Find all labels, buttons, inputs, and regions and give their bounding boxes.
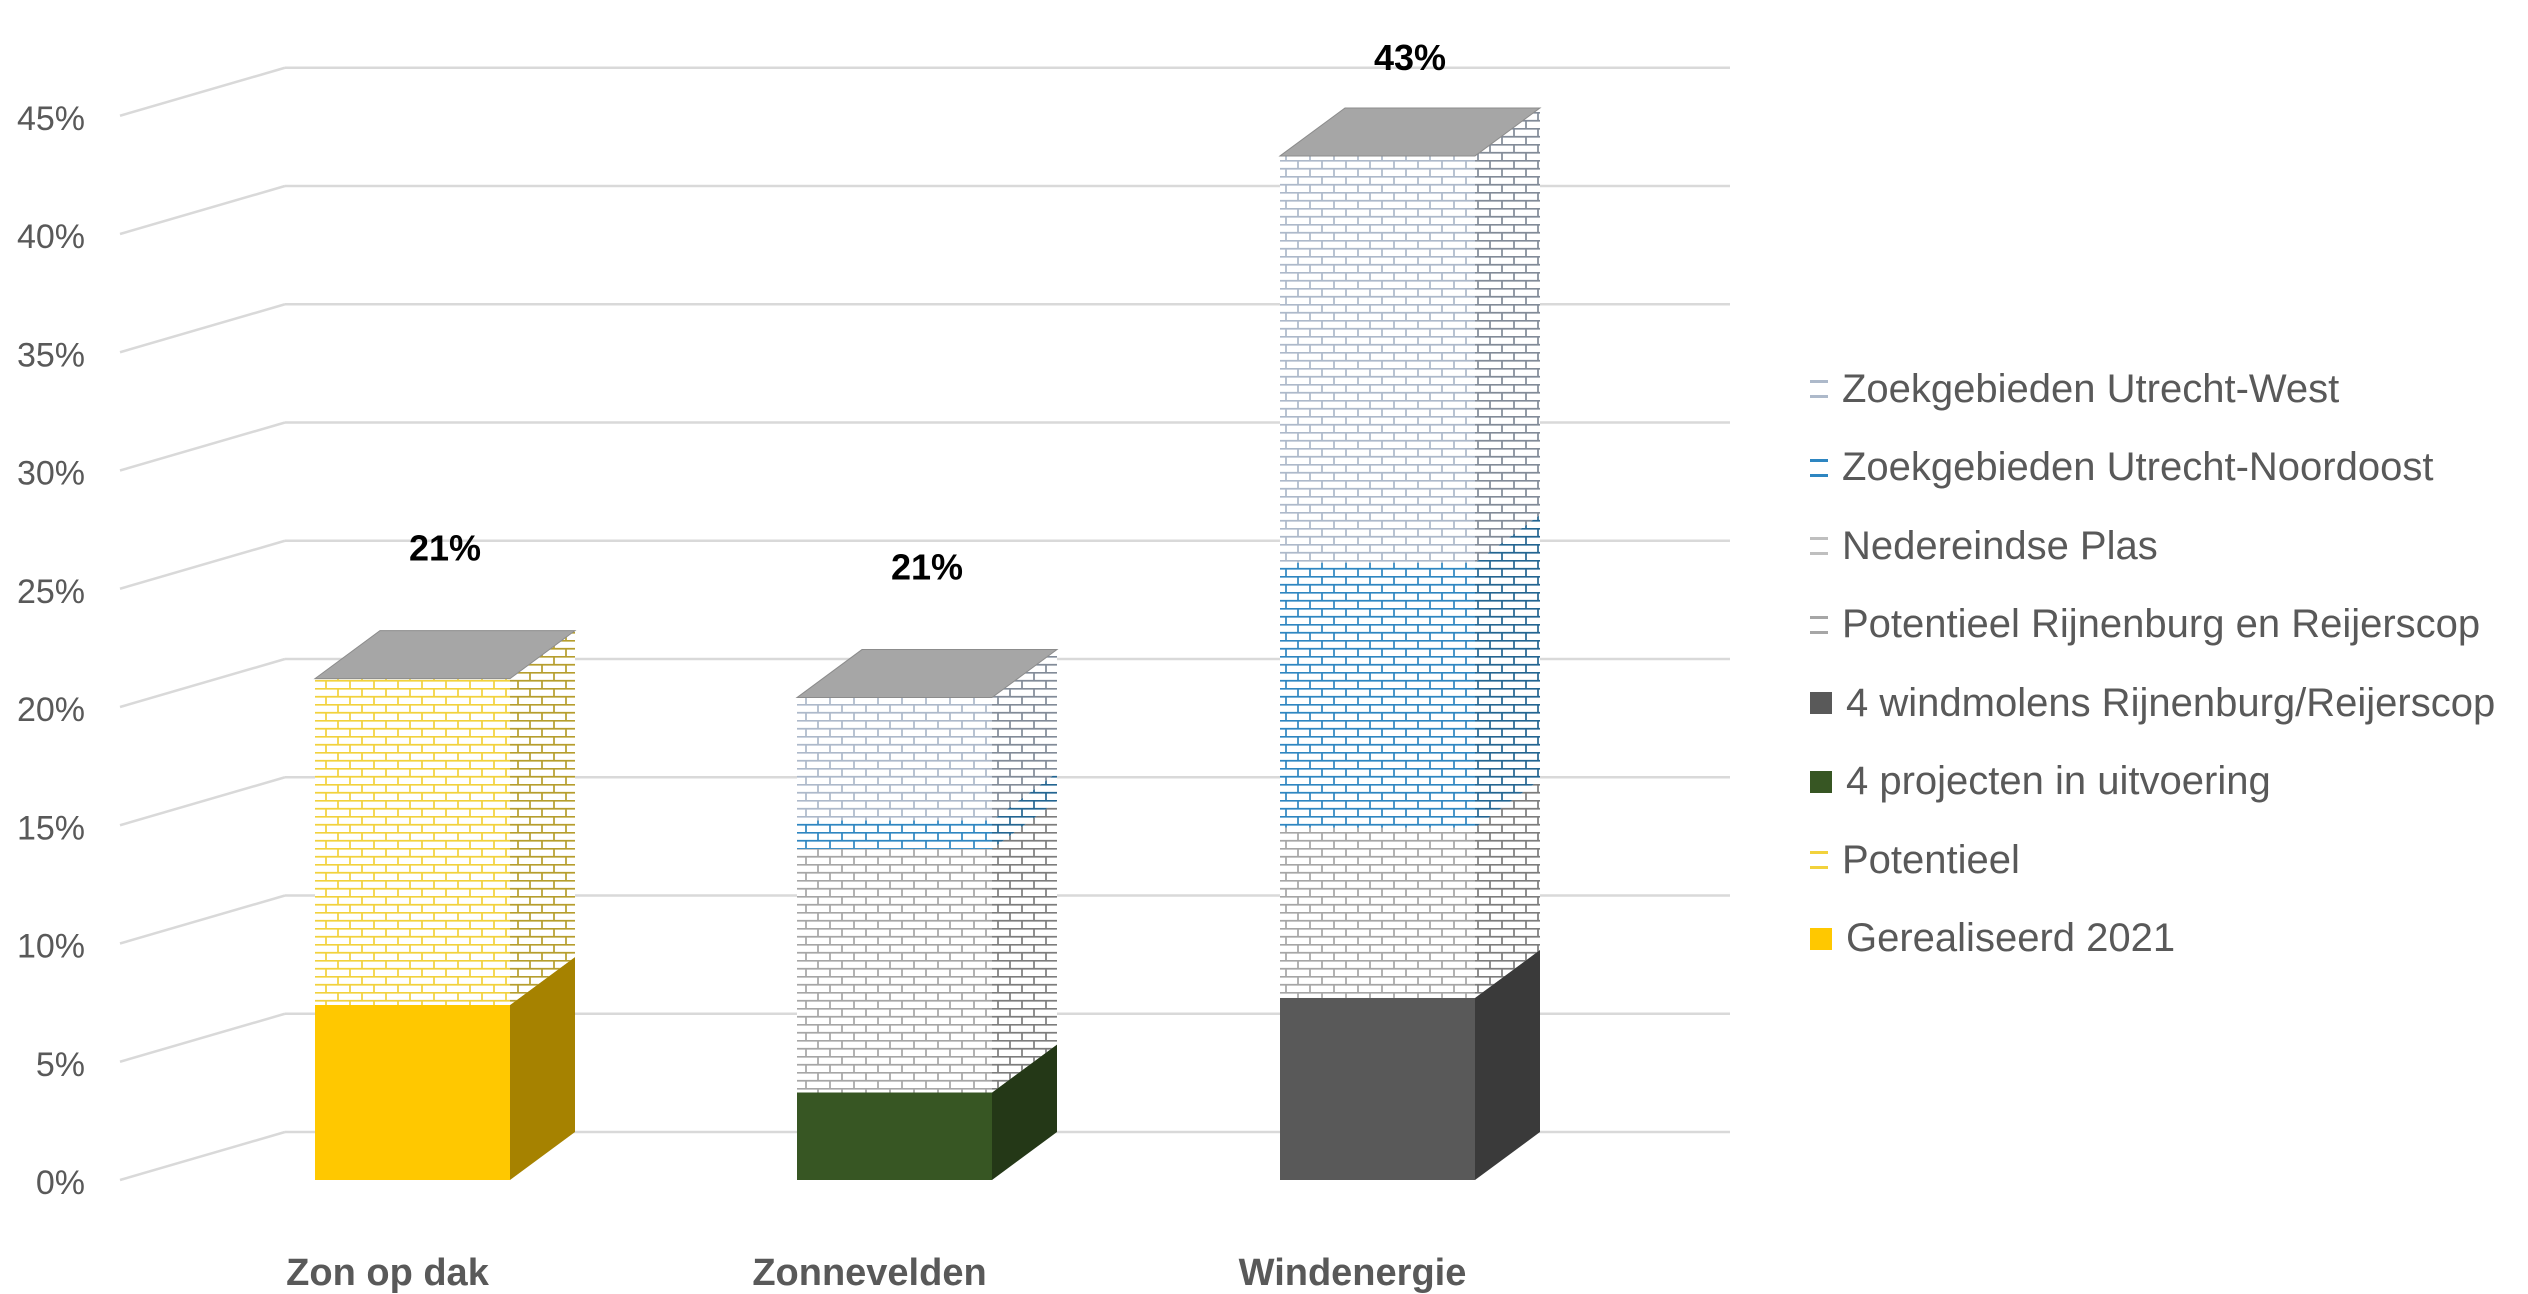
- bar-segment: [315, 956, 575, 1180]
- legend-item: Nedereindse Plas: [1810, 507, 2495, 586]
- total-label: 21%: [891, 547, 963, 588]
- y-axis-ticks: 0% 5% 10% 15% 20% 25% 30% 35% 40% 45%: [17, 100, 85, 1202]
- bar-side: [510, 956, 575, 1180]
- gridline-diagonal: [119, 1130, 286, 1182]
- y-tick-label: 40%: [17, 218, 85, 256]
- y-tick-label: 30%: [17, 455, 85, 493]
- legend-swatch: [1810, 692, 1832, 715]
- bar-front: [797, 697, 992, 821]
- bar-segment: [797, 772, 1057, 849]
- legend-item: Potentieel Rijnenburg en Reijerscop: [1810, 586, 2495, 665]
- bar-side: [1475, 107, 1540, 563]
- bar-side: [1475, 514, 1540, 828]
- x-tick-label: Zonnevelden: [752, 1252, 986, 1294]
- bar-segment: [1280, 107, 1540, 563]
- bar-front: [315, 678, 510, 1005]
- legend-label: Gerealiseerd 2021: [1846, 916, 2176, 961]
- bar-segment: [1280, 514, 1540, 828]
- bar-front: [1280, 155, 1475, 563]
- bar-segment: [797, 800, 1057, 1093]
- y-tick-label: 5%: [36, 1046, 85, 1084]
- gridline-diagonal: [119, 66, 286, 117]
- bar-side: [992, 800, 1057, 1093]
- y-tick-label: 45%: [17, 100, 85, 138]
- x-axis-ticks: Zon op dak Zonnevelden Windenergie: [286, 1252, 1466, 1294]
- legend-label: Nedereindse Plas: [1842, 523, 2158, 568]
- x-tick-label: Zon op dak: [286, 1252, 490, 1294]
- legend-label: Zoekgebieden Utrecht-Noordoost: [1842, 445, 2434, 490]
- gridline-diagonal: [119, 303, 286, 354]
- legend-item: 4 windmolens Rijnenburg/Reijerscop: [1810, 664, 2495, 743]
- gridline-diagonal: [119, 657, 286, 709]
- y-tick-label: 25%: [17, 573, 85, 611]
- legend-item: Gerealiseerd 2021: [1810, 900, 2495, 979]
- y-tick-label: 35%: [17, 336, 85, 374]
- gridline-diagonal: [119, 421, 286, 472]
- gridline-diagonal: [119, 776, 286, 827]
- legend-label: 4 windmolens Rijnenburg/Reijerscop: [1846, 680, 2496, 725]
- legend-swatch: [1810, 380, 1828, 399]
- legend-swatch: [1810, 927, 1832, 950]
- total-label: 43%: [1374, 37, 1446, 78]
- bar-front: [315, 1004, 510, 1180]
- legend-swatch: [1810, 851, 1828, 870]
- bar-front: [1280, 997, 1475, 1180]
- y-tick-label: 15%: [17, 809, 85, 847]
- bar-front: [797, 1092, 992, 1180]
- bar-top: [1278, 107, 1542, 157]
- bars: [313, 107, 1542, 1180]
- legend-swatch: [1810, 458, 1828, 477]
- gridline-diagonal: [119, 894, 286, 945]
- legend-item: Potentieel: [1810, 821, 2495, 900]
- legend-item: Zoekgebieden Utrecht-West: [1810, 350, 2495, 429]
- bar-side: [992, 1044, 1057, 1180]
- bar-top: [313, 630, 577, 680]
- legend-label: Potentieel Rijnenburg en Reijerscop: [1842, 602, 2481, 647]
- bar-front: [1280, 827, 1475, 998]
- y-tick-label: 0%: [36, 1164, 85, 1202]
- total-label: 21%: [409, 528, 481, 569]
- gridline-diagonal: [119, 184, 286, 236]
- legend: Zoekgebieden Utrecht-West Zoekgebieden Ut…: [1810, 350, 2495, 978]
- legend-label: Zoekgebieden Utrecht-West: [1842, 366, 2340, 411]
- bar-top: [795, 649, 1059, 699]
- y-tick-label: 20%: [17, 691, 85, 729]
- bar-side: [510, 630, 575, 1005]
- bar-side: [992, 649, 1057, 821]
- bar-segment: [797, 649, 1057, 821]
- legend-item: 4 projecten in uitvoering: [1810, 743, 2495, 822]
- bar-side: [1475, 779, 1540, 998]
- legend-label: Potentieel: [1842, 837, 2020, 882]
- legend-label: 4 projecten in uitvoering: [1846, 759, 2271, 804]
- legend-item: Zoekgebieden Utrecht-Noordoost: [1810, 429, 2495, 508]
- bar-segment: [1280, 779, 1540, 998]
- bar-side: [1475, 949, 1540, 1180]
- bar-front: [1280, 562, 1475, 828]
- data-labels: 21% 21% 43%: [409, 37, 1446, 588]
- legend-swatch: [1810, 615, 1828, 634]
- legend-swatch: [1810, 770, 1832, 793]
- gridline-diagonal: [119, 1012, 286, 1063]
- bar-front: [797, 848, 992, 1093]
- bar-front: [797, 820, 992, 849]
- y-tick-label: 10%: [17, 928, 85, 966]
- gridline-diagonal: [119, 539, 286, 590]
- bar-segment: [797, 1044, 1057, 1180]
- legend-swatch: [1810, 537, 1828, 556]
- bar-side: [992, 772, 1057, 849]
- x-tick-label: Windenergie: [1239, 1252, 1467, 1294]
- bar-segment: [315, 630, 575, 1005]
- bar-segment: [1280, 949, 1540, 1180]
